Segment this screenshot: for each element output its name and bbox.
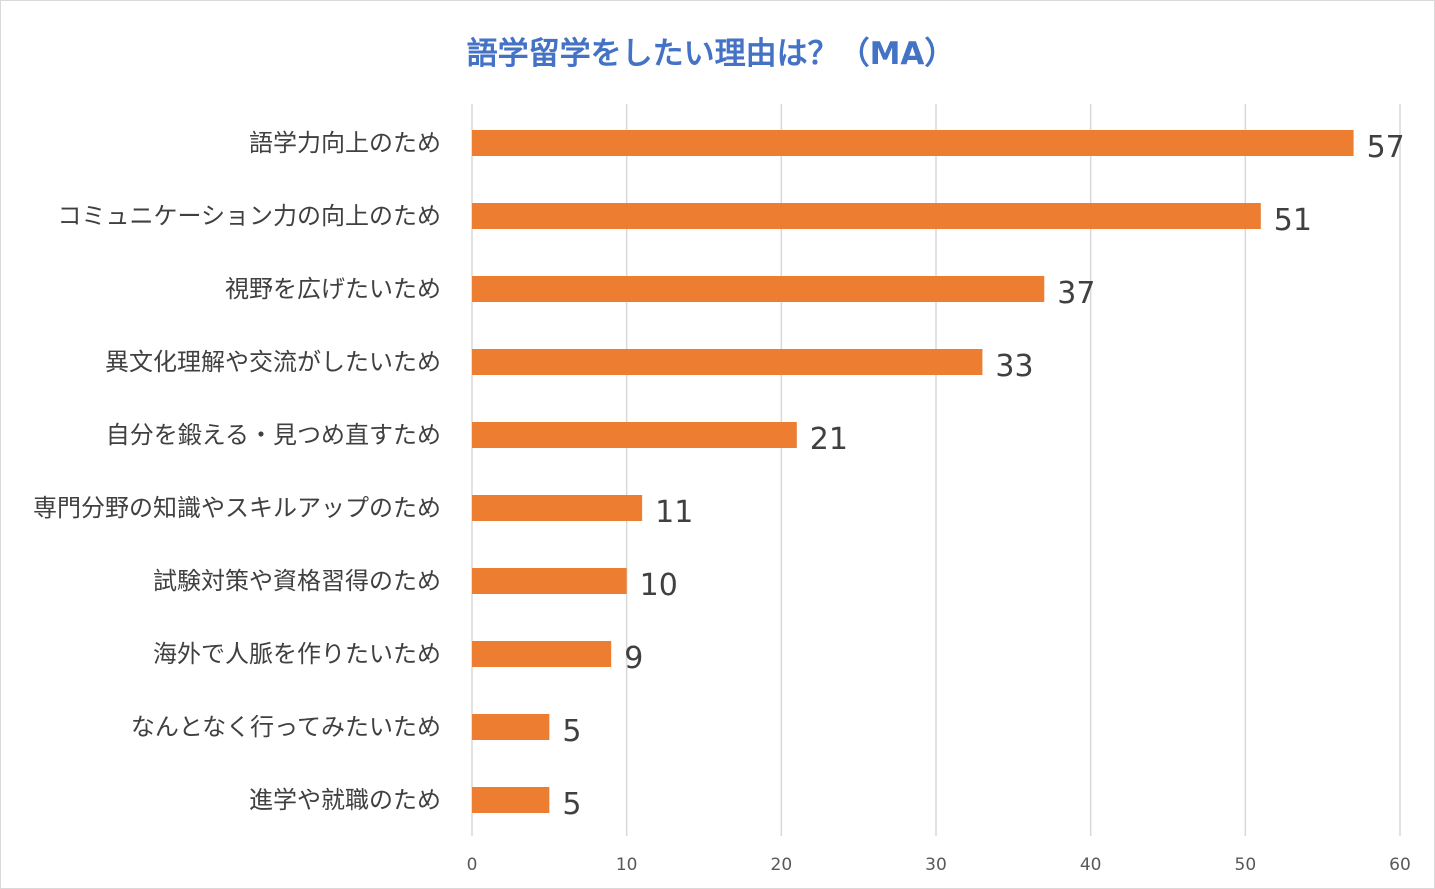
bar [472,641,612,667]
category-labels: 語学力向上のためコミュニケーション力の向上のため視野を広げたいため異文化理解や交… [33,129,441,814]
data-label: 21 [810,422,848,457]
data-label: 33 [995,349,1033,384]
data-label: 10 [640,568,678,603]
bar [472,422,797,448]
x-tick-label: 20 [771,855,793,875]
bar [472,495,643,521]
category-label: 自分を鍛える・見つめ直すため [106,421,441,449]
data-labels: 57 51 37 33 21 11 10 9 5 5 [562,130,1404,822]
category-label: 視野を広げたいため [225,275,441,303]
category-label: 試験対策や資格習得のため [153,567,441,595]
data-label: 9 [624,641,643,676]
bars [472,130,1354,813]
category-label: 語学力向上のため [249,129,441,157]
data-label: 37 [1057,276,1095,311]
bar [472,568,627,594]
x-tick-label: 60 [1389,855,1411,875]
chart-title: 語学留学をしたい理由は？（MA） [467,36,956,72]
data-label: 57 [1367,130,1405,165]
category-label: 異文化理解や交流がしたいため [105,348,441,376]
x-tick-label: 30 [925,855,947,875]
category-label: コミュニケーション力の向上のため [57,202,441,230]
x-tick-label: 40 [1080,855,1102,875]
bar [472,714,550,740]
x-tick-label: 0 [467,855,478,875]
x-tick-label: 10 [616,855,638,875]
data-label: 51 [1274,203,1312,238]
bar [472,787,550,813]
bar [472,130,1354,156]
bar [472,203,1261,229]
data-label: 5 [562,714,581,749]
data-label: 5 [562,787,581,822]
x-axis-ticks: 0 10 20 30 40 50 60 [467,855,1411,875]
x-tick-label: 50 [1235,855,1257,875]
category-label: 専門分野の知識やスキルアップのため [33,494,441,522]
category-label: 海外で人脈を作りたいため [153,640,441,668]
category-label: なんとなく行ってみたいため [131,713,441,741]
data-label: 11 [655,495,693,530]
bar [472,276,1045,302]
bar [472,349,983,375]
category-label: 進学や就職のため [249,786,441,814]
